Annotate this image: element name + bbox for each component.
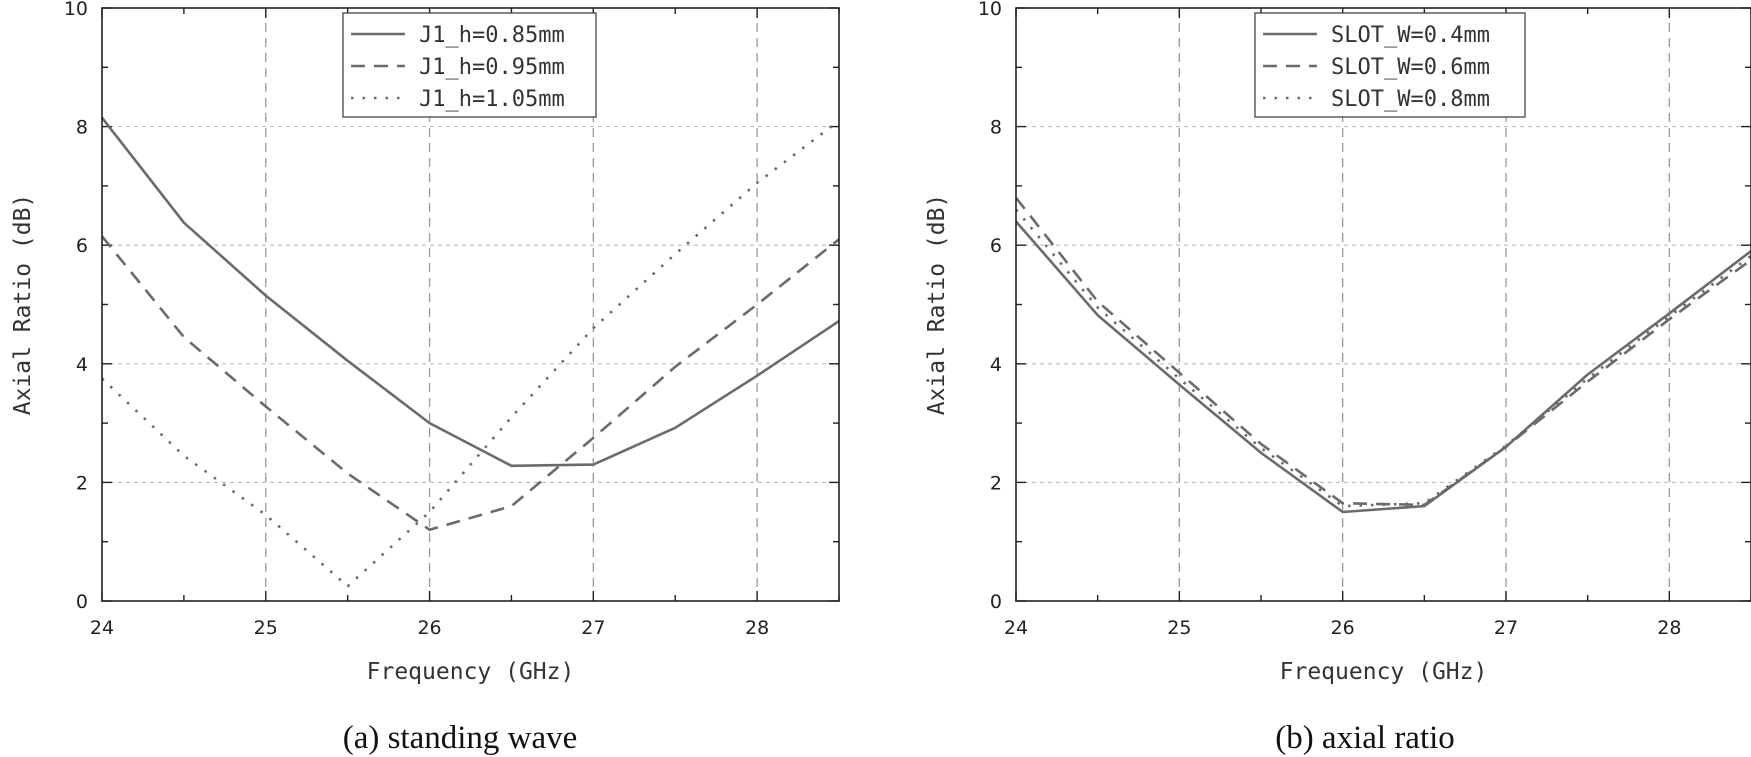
legend: J1_h=0.85mm J1_h=0.95mm J1_h=1.05mm: [342, 12, 597, 118]
y-tick-label: 4: [990, 354, 1002, 376]
y-tick-label: 8: [990, 117, 1002, 139]
x-tick-label: 25: [254, 617, 278, 639]
legend: SLOT_W=0.4mm SLOT_W=0.6mm SLOT_W=0.8mm: [1254, 12, 1526, 118]
y-axis-label: Axial Ratio (dB): [10, 194, 36, 416]
series-line-2: [1014, 196, 1751, 507]
legend-label-2: J1_h=0.95mm: [419, 55, 565, 80]
x-tick-label: 24: [1004, 617, 1028, 639]
plot-frame: [101, 7, 840, 602]
x-tick-label: 26: [417, 617, 441, 639]
y-axis-label: Axial Ratio (dB): [924, 194, 950, 416]
x-tick-label: 27: [1494, 617, 1518, 639]
y-tick-label: 0: [990, 591, 1002, 613]
y-tick-label: 2: [990, 472, 1002, 494]
x-axis-label: Frequency (GHz): [367, 659, 575, 685]
x-tick-label: 26: [1331, 617, 1355, 639]
series-line-1: [1015, 220, 1751, 514]
x-axis-label: Frequency (GHz): [1280, 659, 1488, 685]
y-tick-label: 4: [76, 354, 88, 376]
x-tick-label: 25: [1167, 617, 1191, 639]
y-tick-label: 0: [76, 591, 88, 613]
y-tick-label: 10: [64, 0, 88, 20]
series-line-3: [101, 119, 840, 588]
series-line-3: [1015, 208, 1751, 508]
plot-frame: [1015, 7, 1751, 602]
y-tick-label: 8: [76, 117, 88, 139]
y-tick-label: 10: [978, 0, 1002, 20]
y-tick-label: 6: [76, 235, 88, 257]
legend-label-3: SLOT_W=0.8mm: [1331, 87, 1490, 112]
x-tick-label: 28: [1657, 617, 1681, 639]
y-tick-label: 6: [990, 235, 1002, 257]
figure-caption: (b) axial ratio: [1275, 720, 1455, 756]
legend-label-1: J1_h=0.85mm: [419, 23, 565, 48]
legend-label-1: SLOT_W=0.4mm: [1331, 23, 1490, 48]
x-tick-label: 28: [745, 617, 769, 639]
legend-label-2: SLOT_W=0.6mm: [1331, 55, 1490, 80]
legend-label-3: J1_h=1.05mm: [419, 87, 565, 112]
y-tick-label: 2: [76, 472, 88, 494]
series-line-2: [100, 235, 840, 532]
series-line-1: [100, 116, 840, 468]
figure-caption: (a) standing wave: [343, 720, 578, 756]
x-tick-label: 24: [90, 617, 114, 639]
x-tick-label: 27: [581, 617, 605, 639]
